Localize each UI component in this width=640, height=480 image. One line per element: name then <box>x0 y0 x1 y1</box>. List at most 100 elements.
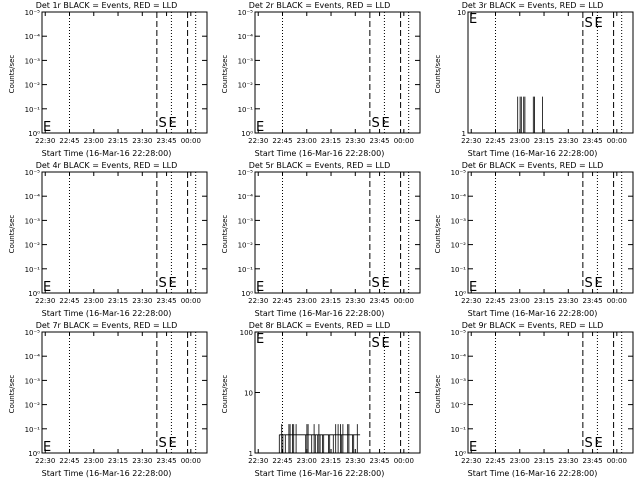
marker-label: E <box>381 336 389 351</box>
y-tick-label: 10⁻² <box>25 242 41 250</box>
x-tick-label: 23:30 <box>132 457 152 465</box>
x-tick-label: 00:00 <box>181 457 201 465</box>
y-tick-label: 10⁻¹ <box>25 106 41 114</box>
y-tick-label: 10⁻² <box>238 242 254 250</box>
marker-label: E <box>381 276 389 291</box>
y-tick-label: 10⁰ <box>28 290 40 298</box>
x-tick-label: 23:45 <box>582 297 602 305</box>
x-tick-label: 23:00 <box>84 457 104 465</box>
x-tick-label: 23:15 <box>321 457 341 465</box>
x-tick-label: 23:00 <box>297 137 317 145</box>
chart-title: Det 3r BLACK = Events, RED = LLD <box>461 1 604 10</box>
marker-label: E <box>469 12 477 27</box>
y-tick-label: 10⁰ <box>241 130 253 138</box>
y-tick-label: 10⁻¹ <box>451 426 467 434</box>
marker-label: S <box>371 116 379 131</box>
marker-label: S <box>158 436 166 451</box>
chart-title: Det 5r BLACK = Events, RED = LLD <box>248 161 391 170</box>
x-tick-label: 23:45 <box>582 457 602 465</box>
y-tick-label: 10⁻² <box>238 82 254 90</box>
x-tick-label: 23:15 <box>108 297 128 305</box>
x-tick-label: 23:00 <box>84 297 104 305</box>
plot-frame <box>254 11 421 134</box>
plot-area: 22:30 22:45 23:00 23:15 23:30 23:45 00:00 10⁰ 10… <box>451 329 634 465</box>
x-tick-label: 23:45 <box>369 137 389 145</box>
x-tick-label: 23:00 <box>297 457 317 465</box>
x-tick-label: 23:30 <box>558 457 578 465</box>
y-tick-label: 1 <box>249 450 253 458</box>
x-axis-label: Start Time (16-Mar-16 22:28:00) <box>467 149 598 158</box>
chart-title: Det 2r BLACK = Events, RED = LLD <box>248 1 391 10</box>
y-tick-label: 10⁻³ <box>451 377 467 385</box>
x-tick-label: 00:00 <box>394 297 414 305</box>
y-tick-label: 10⁻² <box>451 242 467 250</box>
x-tick-label: 22:45 <box>272 137 292 145</box>
y-tick-label: 10⁻⁵ <box>238 9 254 17</box>
plot-area: 22:30 22:45 23:00 23:15 23:30 23:45 00:00 10⁰ 10… <box>25 329 208 465</box>
marker-label: S <box>584 16 592 31</box>
plot-area: 22:30 22:45 23:00 23:15 23:30 23:45 00:00 10⁰ 10… <box>25 169 208 305</box>
marker-label: S <box>158 116 166 131</box>
x-tick-label: 00:00 <box>607 297 627 305</box>
y-tick-label: 10⁻² <box>25 82 41 90</box>
x-tick-label: 22:30 <box>35 297 55 305</box>
y-tick-label: 10⁻³ <box>238 57 254 65</box>
marker-label: E <box>43 440 51 455</box>
plot-area: 22:30 22:45 23:00 23:15 23:30 23:45 00:00 10⁰ 10… <box>238 169 421 305</box>
y-tick-label: 10⁻³ <box>238 217 254 225</box>
x-tick-label: 22:30 <box>248 457 268 465</box>
y-tick-label: 10⁻⁴ <box>451 193 467 201</box>
x-tick-label: 22:30 <box>461 297 481 305</box>
x-tick-label: 23:00 <box>510 297 530 305</box>
x-tick-label: 23:30 <box>558 137 578 145</box>
x-tick-label: 00:00 <box>181 137 201 145</box>
y-tick-label: 10⁻⁴ <box>238 33 254 41</box>
y-tick-label: 10⁻⁵ <box>451 329 467 337</box>
y-tick-label: 100 <box>240 329 253 337</box>
x-tick-label: 23:45 <box>369 297 389 305</box>
y-tick-label: 10 <box>244 390 253 398</box>
y-tick-label: 10⁰ <box>454 290 466 298</box>
chart-title: Det 8r BLACK = Events, RED = LLD <box>248 321 391 330</box>
x-tick-label: 23:15 <box>534 297 554 305</box>
x-tick-label: 22:30 <box>248 137 268 145</box>
x-tick-label: 23:45 <box>156 297 176 305</box>
x-tick-label: 23:30 <box>345 297 365 305</box>
y-tick-label: 10⁻⁵ <box>25 9 41 17</box>
y-tick-label: 10⁻⁵ <box>451 169 467 177</box>
detector-panel-4: Det 4r BLACK = Events, RED = LLD Start Ti… <box>0 160 213 320</box>
detector-panel-5: Det 5r BLACK = Events, RED = LLD Start Ti… <box>213 160 426 320</box>
detector-panel-2: Det 2r BLACK = Events, RED = LLD Start Ti… <box>213 0 426 160</box>
y-tick-label: 10⁻³ <box>25 57 41 65</box>
x-tick-label: 22:45 <box>59 457 79 465</box>
events-series <box>278 424 361 453</box>
marker-label: E <box>256 120 264 135</box>
y-tick-label: 10⁻⁴ <box>25 193 41 201</box>
x-tick-label: 23:45 <box>582 137 602 145</box>
x-tick-label: 23:45 <box>369 457 389 465</box>
x-tick-label: 22:30 <box>35 137 55 145</box>
x-tick-label: 23:15 <box>321 297 341 305</box>
x-axis-label: Start Time (16-Mar-16 22:28:00) <box>254 309 385 318</box>
marker-label: S <box>371 276 379 291</box>
marker-label: S <box>584 276 592 291</box>
y-tick-label: 10⁻³ <box>451 217 467 225</box>
events-series <box>517 96 535 133</box>
marker-label: E <box>594 16 602 31</box>
y-tick-label: 10⁻¹ <box>451 266 467 274</box>
marker-label: S <box>584 436 592 451</box>
marker-label: S <box>371 336 379 351</box>
detector-panel-7: Det 7r BLACK = Events, RED = LLD Start Ti… <box>0 320 213 480</box>
marker-label: E <box>594 436 602 451</box>
x-tick-label: 23:00 <box>510 137 530 145</box>
plot-frame <box>41 331 208 454</box>
plot-frame <box>254 171 421 294</box>
plot-area: 22:30 22:45 23:00 23:15 23:30 23:45 00:00 10⁰ 10… <box>451 169 634 305</box>
x-tick-label: 23:45 <box>156 137 176 145</box>
x-tick-label: 00:00 <box>181 297 201 305</box>
y-tick-label: 1 <box>462 130 466 138</box>
x-tick-label: 23:45 <box>156 457 176 465</box>
x-tick-label: 23:30 <box>345 137 365 145</box>
detector-panel-3: Det 3r BLACK = Events, RED = LLD Start Ti… <box>426 0 639 160</box>
